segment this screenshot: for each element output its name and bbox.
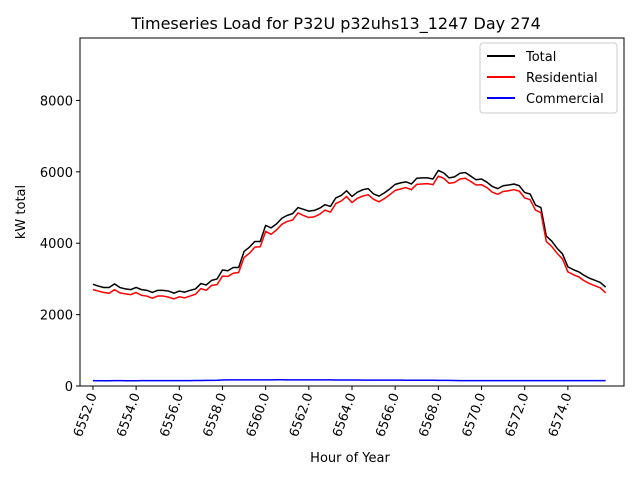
plot-area [79, 37, 625, 387]
y-tick-label: 4000 [40, 237, 73, 252]
y-axis: 0 2000 4000 6000 8000 [40, 94, 80, 395]
y-tick-label: 6000 [40, 166, 73, 181]
series-line-total [92, 169, 607, 294]
series-line-residential [92, 175, 607, 300]
legend: Total Residential Commercial [479, 42, 618, 114]
y-tick-label: 8000 [40, 94, 73, 109]
series-group [92, 169, 607, 382]
legend-label-total: Total [525, 50, 556, 65]
legend-label-residential: Residential [526, 71, 598, 86]
legend-label-commercial: Commercial [526, 92, 604, 107]
y-tick-label: 0 [65, 380, 73, 395]
series-line-commercial [92, 379, 606, 382]
y-tick-label: 2000 [40, 309, 73, 324]
x-axis-title: Hour of Year [310, 451, 390, 466]
chart-title: Timeseries Load for P32U p32uhs13_1247 D… [130, 14, 541, 34]
legend-box [479, 42, 618, 114]
y-axis-title: kW total [14, 185, 29, 239]
